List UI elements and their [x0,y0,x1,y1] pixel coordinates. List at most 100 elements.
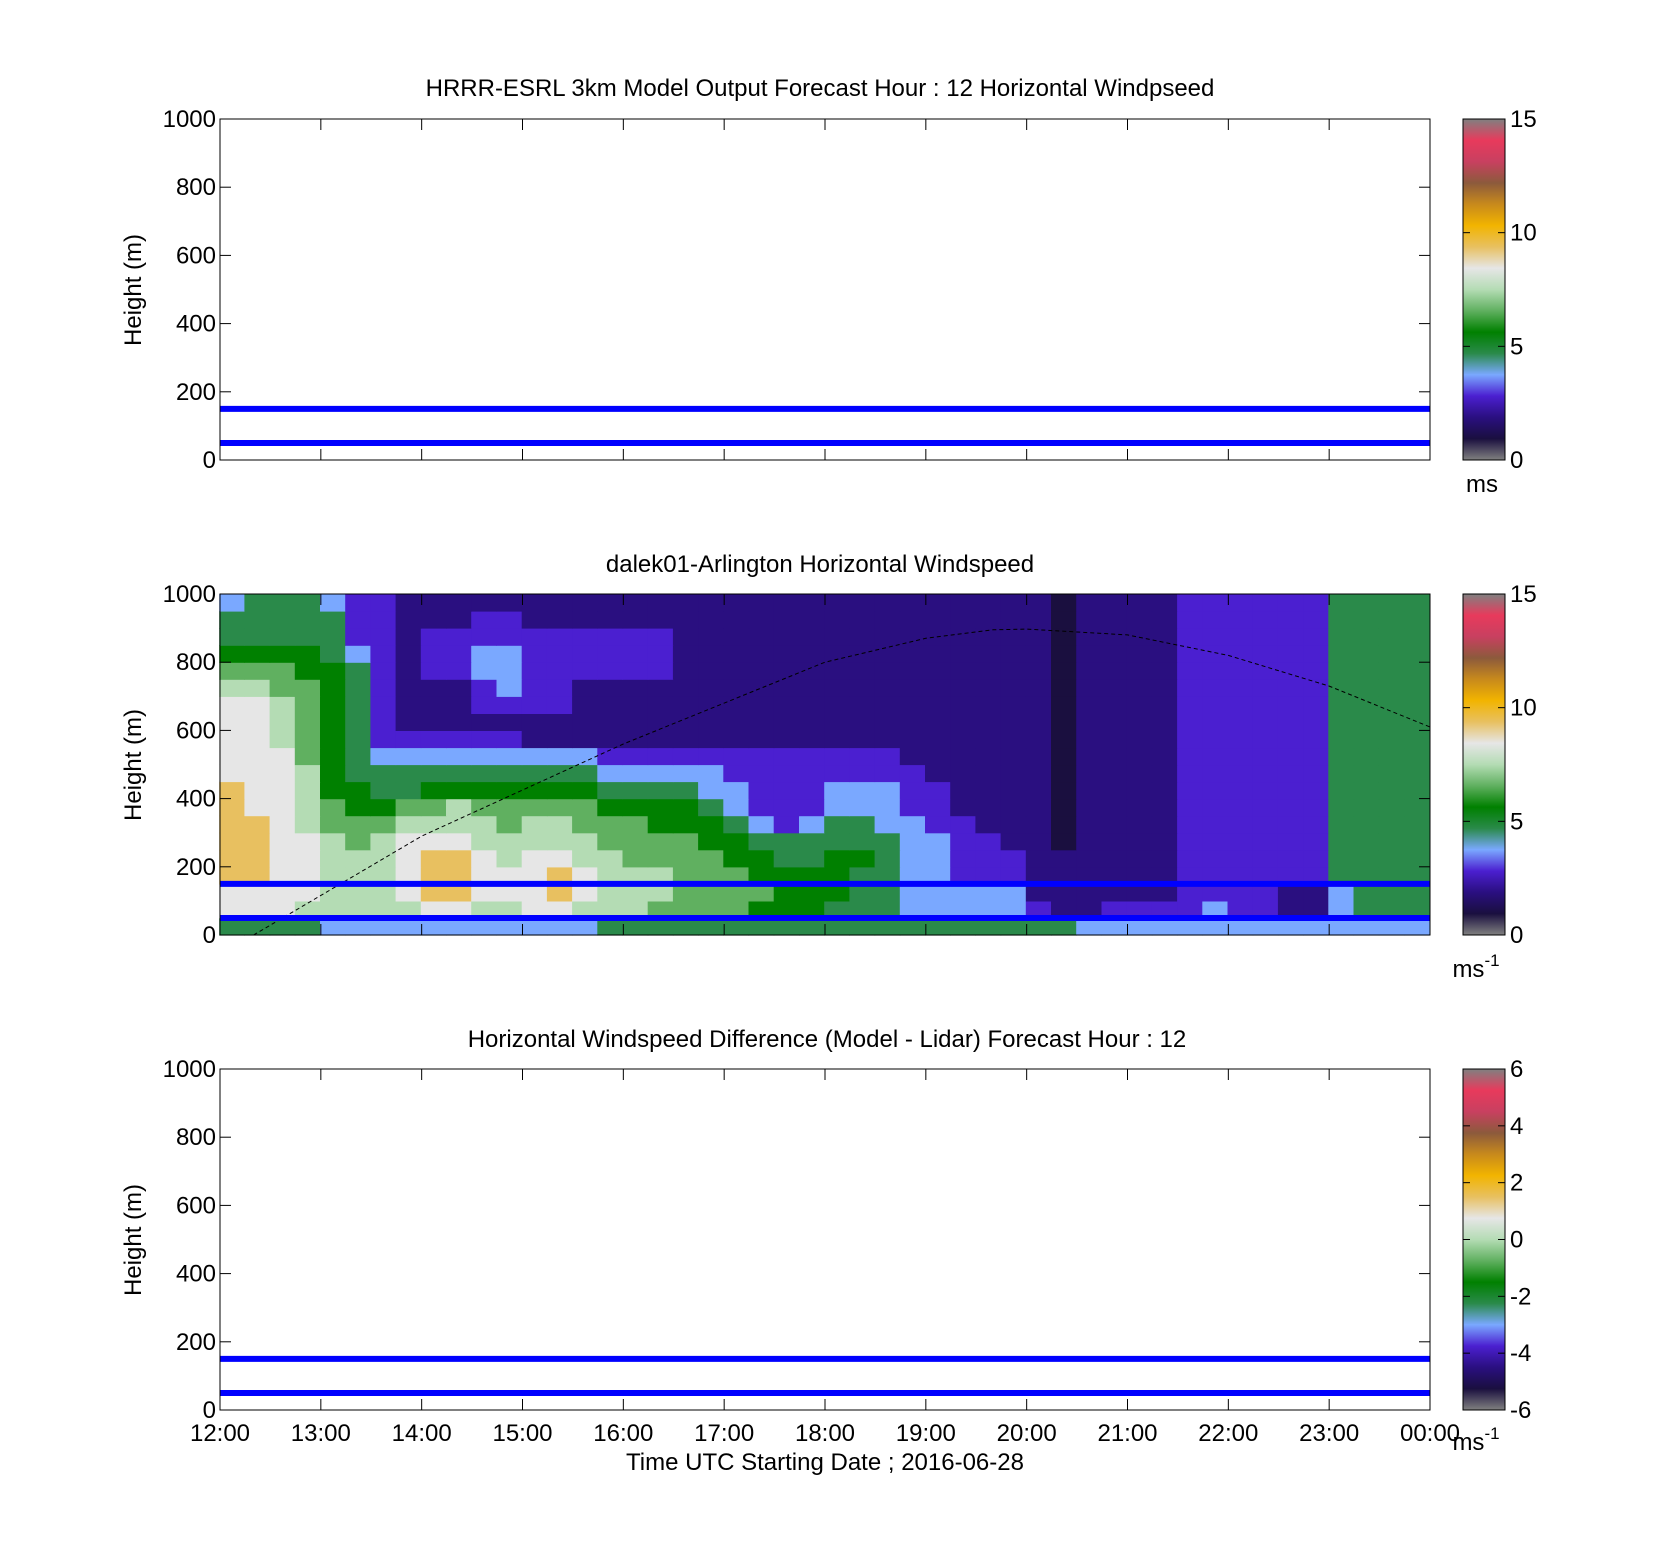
heatmap-cell [622,594,649,612]
heatmap-cell [824,866,850,885]
colorbar-tick-label: 4 [1510,1113,1523,1140]
heatmap-cell [597,713,624,731]
heatmap-cell [849,747,876,766]
heatmap-cell [799,764,825,783]
heatmap-cell [1202,798,1229,817]
heatmap-cell [345,815,371,834]
heatmap-cell [1227,918,1254,936]
heatmap-cell [521,713,548,731]
heatmap-cell [1151,747,1178,766]
colorbar-tick-label: 5 [1510,808,1523,835]
heatmap-cell [521,679,548,697]
heatmap-cell [773,713,800,731]
heatmap-cell [395,747,422,766]
heatmap-cell [420,900,447,919]
heatmap-cell [1353,900,1380,919]
heatmap-cell [1277,900,1304,919]
heatmap-cell [597,730,624,749]
heatmap-cell [320,815,346,834]
heatmap-cell [1227,798,1254,817]
heatmap-cell [622,815,649,834]
heatmap-cell [1277,747,1304,766]
heatmap-cell [1227,781,1254,800]
heatmap-cell [899,900,926,919]
heatmap-cell [698,918,724,936]
heatmap-cell [1151,918,1178,936]
heatmap-cell [975,645,1002,663]
heatmap-cell [370,883,397,902]
heatmap-cell [1252,918,1279,936]
heatmap-cell [1303,696,1329,714]
heatmap-cell [496,696,523,714]
heatmap-cell [572,713,598,731]
heatmap-cell [622,764,649,783]
heatmap-cell [849,764,876,783]
heatmap-cell [899,747,926,766]
heatmap-cell [647,781,674,800]
heatmap-cell [1101,679,1128,697]
heatmap-cell [849,645,876,663]
heatmap-cell [899,696,926,714]
heatmap-cell [1151,798,1178,817]
heatmap-cell [950,696,976,714]
heatmap-cell [723,849,750,868]
heatmap-cell [824,918,850,936]
y-tick-label: 400 [176,786,216,813]
heatmap-cell [647,900,674,919]
heatmap-cell [597,815,624,834]
heatmap-cell [773,815,800,834]
heatmap-cell [1051,662,1077,680]
heatmap-cell [471,781,497,800]
heatmap-cell [320,849,346,868]
heatmap-cell [269,747,296,766]
heatmap-cell [244,900,271,919]
heatmap-cell [1177,883,1203,902]
heatmap-cell [420,611,447,629]
heatmap-cell [294,696,321,714]
heatmap-cell [1303,798,1329,817]
heatmap-cell [1353,764,1380,783]
heatmap-cell [345,866,371,885]
heatmap-cell [723,611,750,629]
heatmap-cell [975,764,1002,783]
heatmap-cell [420,662,447,680]
heatmap-cell [647,764,674,783]
heatmap-cell [420,866,447,885]
heatmap-cell [723,730,750,749]
heatmap-cell [320,747,346,766]
heatmap-cell [773,832,800,851]
heatmap-cell [950,815,976,834]
heatmap-cell [446,730,472,749]
heatmap-cell [1101,781,1128,800]
heatmap-cell [622,900,649,919]
heatmap-cell [294,849,321,868]
heatmap-cell [1404,696,1430,714]
heatmap-cell [773,747,800,766]
heatmap-cell [370,764,397,783]
heatmap-cell [521,798,548,817]
heatmap-cell [874,594,901,612]
heatmap-cell [622,849,649,868]
heatmap-cell [294,918,321,936]
heatmap-cell [1202,781,1229,800]
y-tick-label: 800 [176,649,216,676]
heatmap-cell [950,849,976,868]
heatmap-cell [1025,645,1052,663]
heatmap-cell [597,662,624,680]
heatmap-cell [471,918,497,936]
heatmap-cell [950,747,976,766]
heatmap-cell [446,594,472,612]
heatmap-cell [521,747,548,766]
heatmap-cell [244,730,271,749]
heatmap-cell [824,883,850,902]
heatmap-cell [899,611,926,629]
heatmap-cell [521,730,548,749]
heatmap-cell [773,662,800,680]
heatmap-cell [1277,815,1304,834]
heatmap-cell [1076,815,1102,834]
heatmap-cell [1076,662,1102,680]
heatmap-cell [1025,883,1052,902]
heatmap-cell [647,832,674,851]
heatmap-cell [597,918,624,936]
heatmap-cell [1353,747,1380,766]
